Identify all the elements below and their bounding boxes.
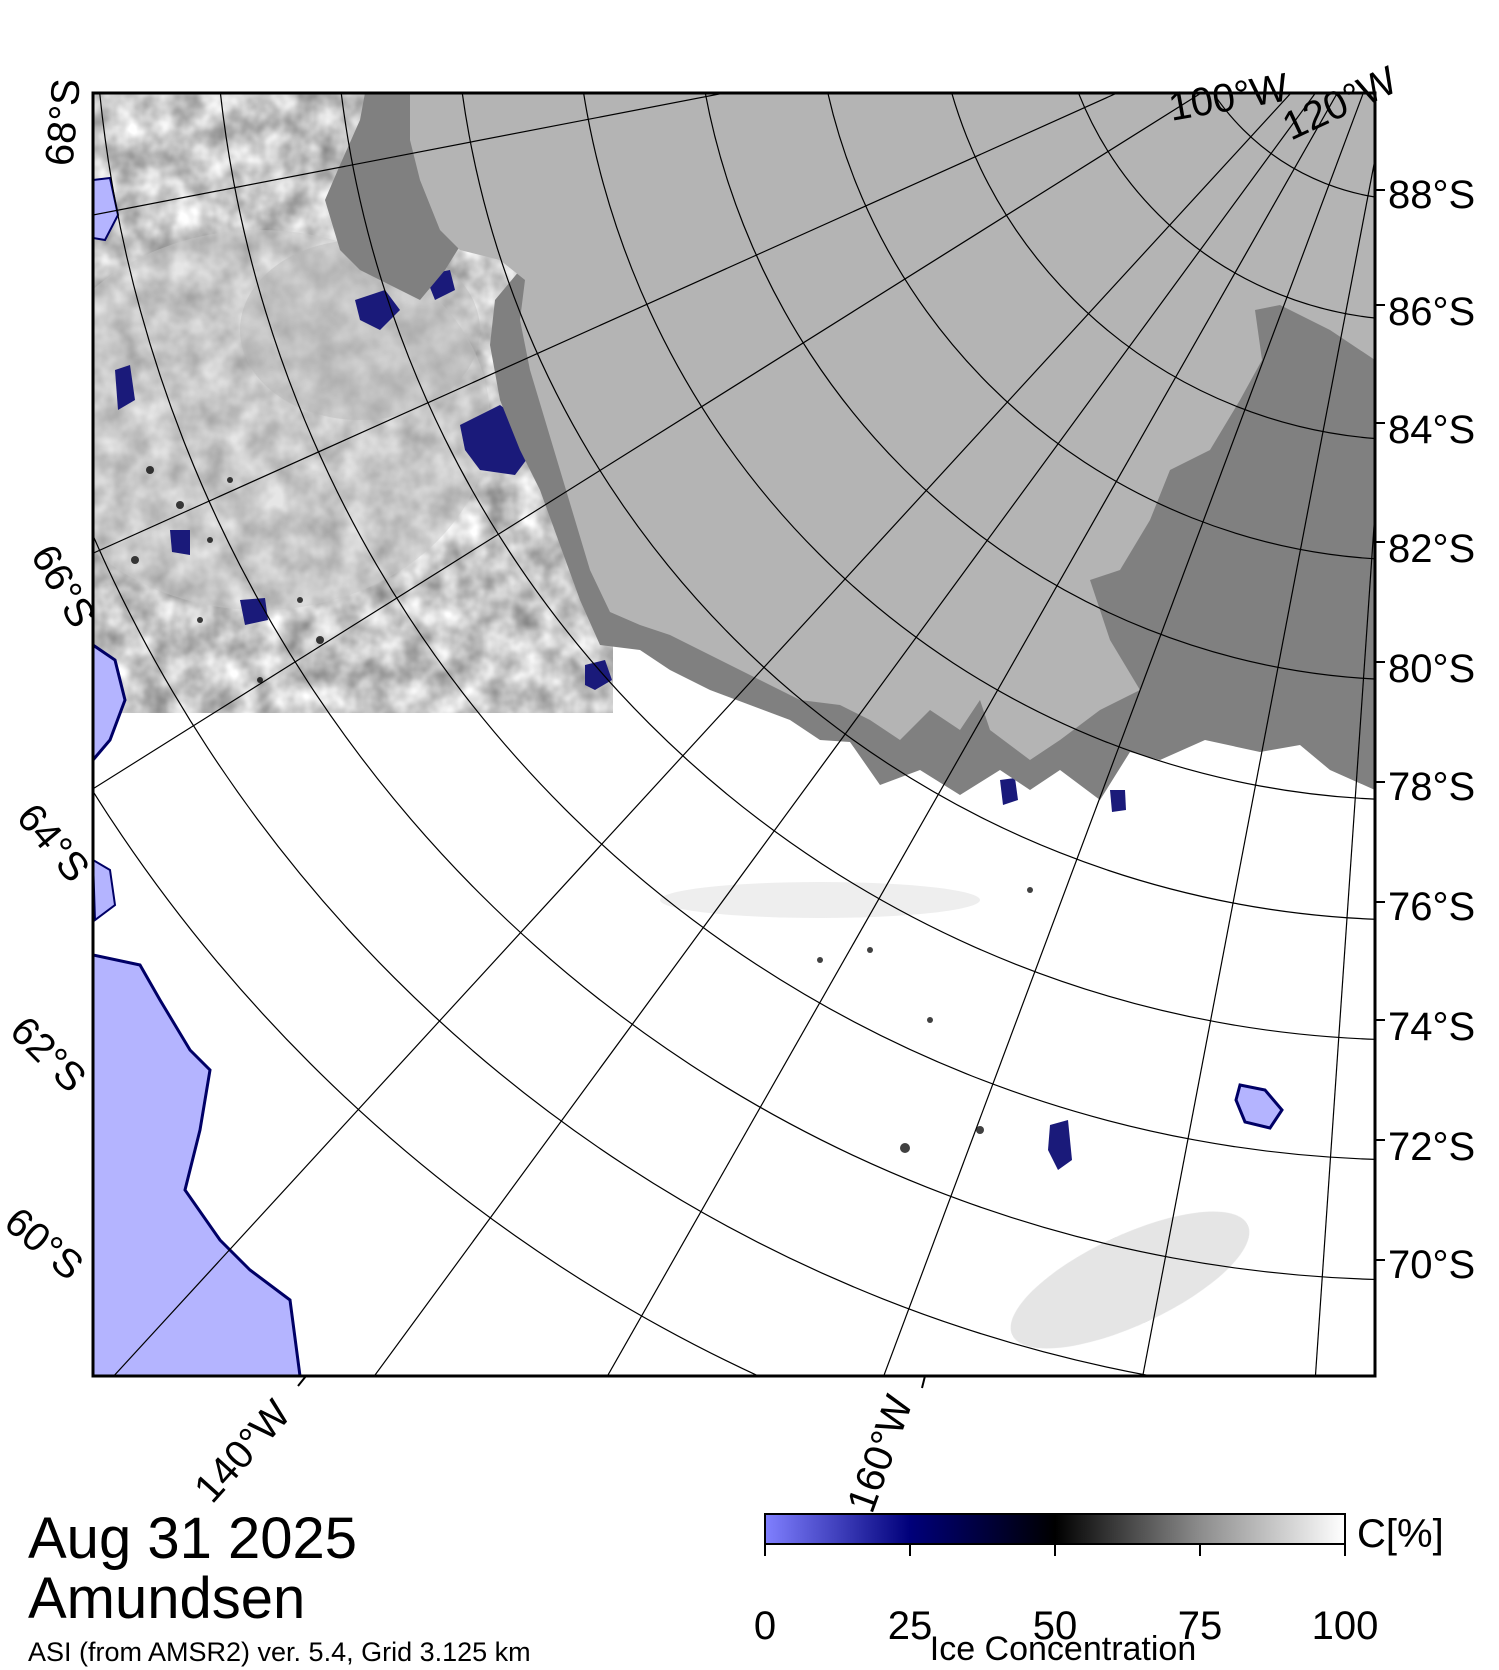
lat-label: 84°S xyxy=(1388,408,1475,452)
colorbar-tick-label: 50 xyxy=(1032,1604,1078,1648)
ice-low-zone xyxy=(93,230,490,610)
lat-label: 64°S xyxy=(8,796,98,891)
lat-label: 76°S xyxy=(1388,885,1475,929)
colorbar-ticks xyxy=(764,1544,1346,1556)
map-region: Amundsen xyxy=(28,1566,306,1631)
latitude-labels-left: 68°S 66°S 64°S 62°S 60°S xyxy=(0,77,104,1289)
lon-label: 140°W xyxy=(186,1392,299,1511)
ice-patch xyxy=(1000,778,1018,805)
map-panel xyxy=(93,0,1499,1376)
map-frame xyxy=(91,91,1377,1378)
longitude-line xyxy=(93,93,728,216)
colorbar-tick-label: 25 xyxy=(887,1604,933,1648)
colorbar-tick-label: 75 xyxy=(1177,1604,1223,1648)
ice-low-zone xyxy=(660,882,980,918)
longitude-line xyxy=(373,93,1317,1376)
ice-patch xyxy=(170,530,190,555)
lat-label: 80°S xyxy=(1388,647,1475,691)
lat-label: 74°S xyxy=(1388,1005,1475,1049)
longitude-line xyxy=(1142,155,1375,1376)
land xyxy=(410,93,1375,760)
lat-label: 82°S xyxy=(1388,527,1475,571)
map-source: ASI (from AMSR2) ver. 5.4, Grid 3.125 km xyxy=(28,1637,531,1667)
longitude-line xyxy=(93,93,1203,790)
longitude-line xyxy=(112,93,1292,1376)
latitude-line xyxy=(1293,0,1499,80)
open-water-west xyxy=(93,643,127,763)
longitude-line xyxy=(606,93,1339,1376)
latitude-labels-right: 88°S 86°S 84°S 82°S 80°S 78°S 76°S 74°S … xyxy=(1388,173,1475,1287)
ice-patch xyxy=(1110,790,1126,812)
longitude-line xyxy=(1314,502,1375,1376)
colorbar-title: Ice Concentration xyxy=(929,1630,1197,1668)
graticule xyxy=(93,0,1499,1376)
ice-patch xyxy=(1048,1120,1072,1170)
ice-low-zone xyxy=(1010,1211,1250,1349)
polynya xyxy=(1234,1083,1284,1130)
lat-label: 86°S xyxy=(1388,290,1475,334)
ice-patch xyxy=(355,290,400,330)
ice-patch xyxy=(115,365,135,410)
colorbar xyxy=(764,1513,1346,1545)
lat-label: 88°S xyxy=(1388,173,1475,217)
colorbar-unit: C[%] xyxy=(1357,1512,1444,1556)
lat-label: 78°S xyxy=(1388,765,1475,809)
colorbar-tick-label: 100 xyxy=(1311,1604,1379,1648)
lon-label: 160°W xyxy=(839,1390,922,1519)
ice-leads xyxy=(131,466,1033,1153)
bottom-ticks xyxy=(297,1375,926,1389)
map-date: Aug 31 2025 xyxy=(28,1506,357,1571)
lat-label: 68°S xyxy=(38,77,89,168)
lat-label: 70°S xyxy=(1388,1243,1475,1287)
longitude-line xyxy=(883,93,1364,1376)
longitude-line xyxy=(93,93,1119,554)
right-ticks xyxy=(1375,189,1385,1261)
open-water-southwest xyxy=(93,953,302,1376)
colorbar-tick-label: 0 xyxy=(753,1604,777,1648)
open-water-northwest xyxy=(93,176,120,242)
ice-patch xyxy=(585,660,612,690)
lat-label: 60°S xyxy=(0,1199,91,1289)
lat-label: 72°S xyxy=(1388,1125,1475,1169)
lat-label: 62°S xyxy=(2,1008,95,1101)
